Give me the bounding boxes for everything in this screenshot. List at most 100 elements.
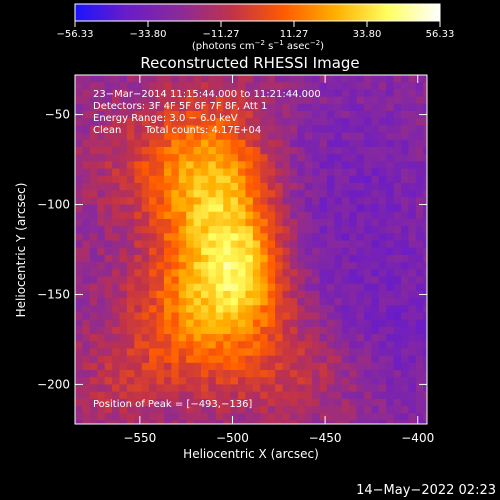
x-tick-label: −550 <box>123 431 156 445</box>
heatmap-cell <box>230 370 239 378</box>
heatmap-cell <box>112 226 121 234</box>
annotation-peak-position: Position of Peak = [−493,−136] <box>93 399 252 410</box>
heatmap-cell <box>245 326 254 335</box>
heatmap-cell <box>230 197 239 206</box>
heatmap-cell <box>223 384 232 393</box>
heatmap-cell <box>104 82 113 90</box>
heatmap-cell <box>364 247 373 256</box>
heatmap-cell <box>267 362 276 371</box>
heatmap-cell <box>267 298 276 306</box>
heatmap-cell <box>312 391 321 400</box>
heatmap-cell <box>401 197 410 206</box>
heatmap-cell <box>193 233 202 242</box>
heatmap-cell <box>171 398 180 407</box>
heatmap-cell <box>193 110 202 119</box>
heatmap-cell <box>275 226 284 234</box>
heatmap-cell <box>312 254 321 263</box>
heatmap-cell <box>349 312 358 321</box>
heatmap-cell <box>364 262 373 270</box>
heatmap-cell <box>171 226 180 234</box>
annotation-time-range: 23−Mar−2014 11:15:44.000 to 11:21:44.000 <box>93 89 321 100</box>
heatmap-cell <box>326 362 335 371</box>
heatmap-cell <box>178 290 187 299</box>
heatmap-cell <box>289 75 298 83</box>
heatmap-cell <box>186 326 195 335</box>
heatmap-cell <box>97 75 106 83</box>
heatmap-cell <box>238 82 247 90</box>
heatmap-cell <box>238 391 247 400</box>
heatmap-cell <box>149 175 158 184</box>
heatmap-cell <box>238 334 247 342</box>
heatmap-cell <box>141 398 150 407</box>
heatmap-cell <box>364 348 373 357</box>
heatmap-cell <box>267 190 276 198</box>
heatmap-cell <box>104 370 113 378</box>
heatmap-cell <box>178 82 187 90</box>
heatmap-cell <box>401 82 410 90</box>
heatmap-cell <box>82 254 91 263</box>
heatmap-cell <box>326 334 335 342</box>
heatmap-cell <box>341 290 350 299</box>
heatmap-cell <box>378 290 387 299</box>
heatmap-cell <box>423 384 427 393</box>
heatmap-cell <box>423 197 427 206</box>
heatmap-cell <box>134 139 143 148</box>
heatmap-cell <box>82 305 91 314</box>
heatmap-cell <box>104 103 113 112</box>
heatmap-cell <box>326 420 335 424</box>
heatmap-cell <box>423 190 427 198</box>
heatmap-cell <box>312 161 321 170</box>
heatmap-cell <box>275 262 284 270</box>
heatmap-cell <box>356 362 365 371</box>
heatmap-cell <box>334 276 343 285</box>
heatmap-cell <box>289 283 298 292</box>
heatmap-cell <box>334 406 343 414</box>
heatmap-cell <box>149 298 158 306</box>
heatmap-cell <box>112 370 121 378</box>
heatmap-cell <box>245 377 254 386</box>
heatmap-cell <box>104 168 113 177</box>
heatmap-cell <box>334 89 343 98</box>
heatmap-cell <box>200 197 209 206</box>
heatmap-cell <box>408 75 417 83</box>
heatmap-cell <box>304 319 313 328</box>
heatmap-cell <box>289 226 298 234</box>
heatmap-cell <box>415 161 424 170</box>
heatmap-cell <box>282 168 291 177</box>
heatmap-cell <box>371 290 380 299</box>
heatmap-cell <box>423 398 427 407</box>
heatmap-cell <box>252 377 261 386</box>
heatmap-cell <box>356 103 365 112</box>
heatmap-cell <box>163 254 172 263</box>
heatmap-cell <box>364 312 373 321</box>
heatmap-cell <box>378 139 387 148</box>
heatmap-cell <box>156 362 165 371</box>
heatmap-cell <box>245 355 254 364</box>
heatmap-cell <box>423 355 427 364</box>
heatmap-cell <box>260 377 269 386</box>
heatmap-cell <box>319 262 328 270</box>
heatmap-cell <box>364 182 373 191</box>
heatmap-cell <box>326 226 335 234</box>
heatmap-cell <box>193 370 202 378</box>
heatmap-cell <box>186 305 195 314</box>
heatmap-cell <box>356 377 365 386</box>
heatmap-cell <box>126 406 135 414</box>
heatmap-cell <box>238 319 247 328</box>
heatmap-cell <box>171 334 180 342</box>
heatmap-cell <box>326 406 335 414</box>
heatmap-cell <box>386 319 395 328</box>
heatmap-cell <box>230 276 239 285</box>
heatmap-cell <box>334 298 343 306</box>
heatmap-cell <box>252 233 261 242</box>
heatmap-cell <box>415 312 424 321</box>
heatmap-cell <box>163 96 172 105</box>
heatmap-cell <box>230 161 239 170</box>
heatmap-cell <box>401 161 410 170</box>
heatmap-cell <box>156 197 165 206</box>
heatmap-cell <box>334 125 343 134</box>
heatmap-cell <box>193 168 202 177</box>
heatmap-cell <box>97 384 106 393</box>
heatmap-cell <box>326 125 335 134</box>
heatmap-cell <box>126 247 135 256</box>
